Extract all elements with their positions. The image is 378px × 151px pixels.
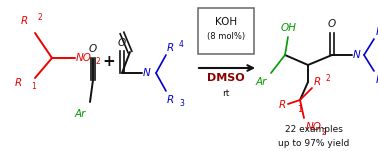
Text: 2: 2 [37,13,42,22]
Text: O: O [118,38,126,48]
Text: R: R [21,16,28,26]
Text: 2: 2 [322,128,327,137]
Text: Ar: Ar [256,77,267,87]
Text: O: O [89,44,97,54]
Text: up to 97% yield: up to 97% yield [278,138,350,148]
Text: R: R [15,78,22,88]
Text: R: R [167,95,174,105]
Text: 2: 2 [96,58,101,66]
Text: 1: 1 [297,104,302,114]
Text: R: R [314,77,321,87]
Text: N: N [143,68,151,78]
Text: R: R [376,75,378,85]
Text: R: R [167,43,174,53]
Text: OH: OH [281,23,297,33]
Text: KOH: KOH [215,17,237,27]
Text: 3: 3 [179,99,184,108]
Text: N: N [353,50,361,60]
Text: R: R [376,27,378,37]
Text: Ar: Ar [74,109,86,119]
Text: NO: NO [76,53,92,63]
Text: DMSO: DMSO [207,73,245,83]
Text: 4: 4 [179,40,184,49]
Text: 22 examples: 22 examples [285,125,343,135]
Text: NO: NO [306,122,322,132]
Text: (8 mol%): (8 mol%) [207,32,245,42]
Text: O: O [328,19,336,29]
Bar [198,8,254,54]
Text: +: + [102,55,115,69]
Text: 1: 1 [31,82,36,91]
Text: 2: 2 [326,74,331,83]
Text: rt: rt [222,90,230,98]
Text: R: R [279,100,286,110]
